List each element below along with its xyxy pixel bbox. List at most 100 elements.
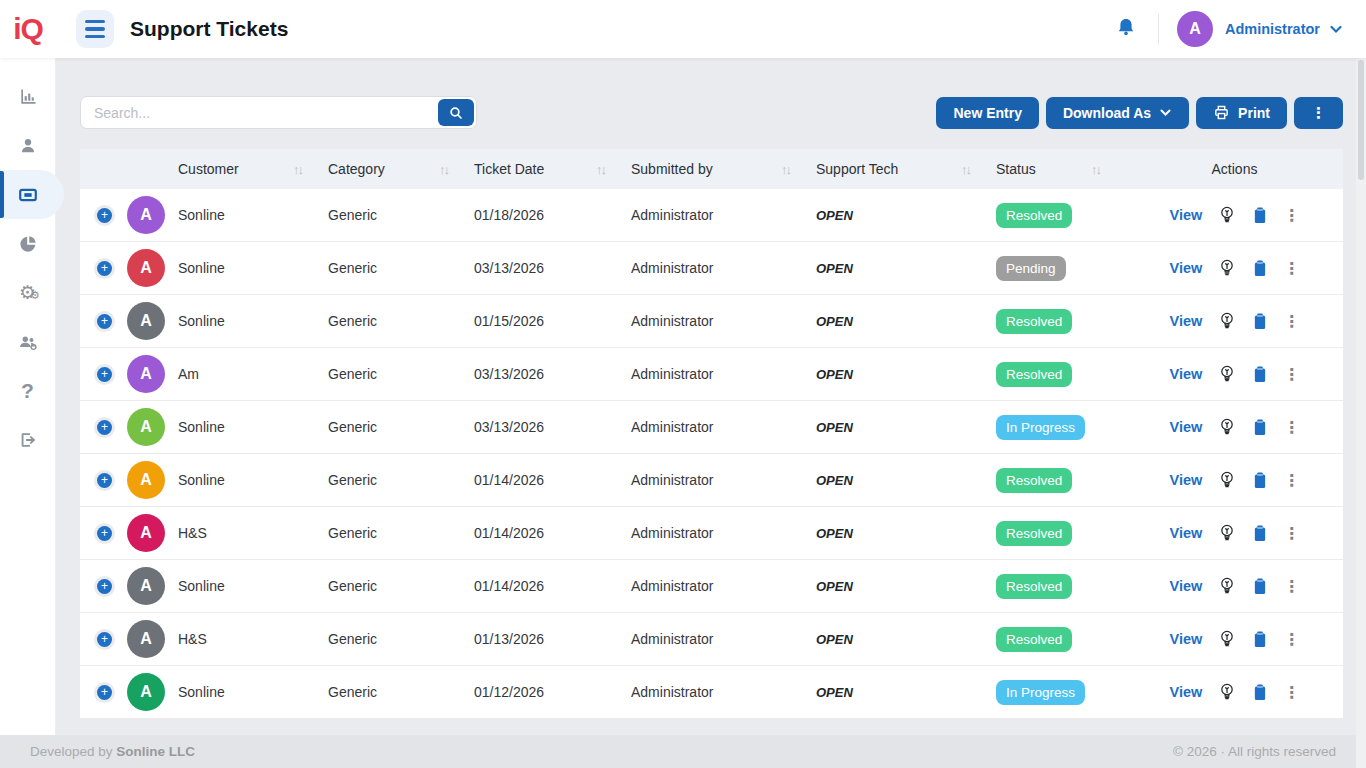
row-kebab-icon[interactable]: ⋮	[1283, 524, 1299, 543]
hamburger-menu-button[interactable]	[76, 10, 114, 48]
search-button[interactable]	[438, 99, 474, 126]
lightbulb-button[interactable]	[1217, 204, 1237, 226]
expand-row-button[interactable]: +	[97, 314, 112, 329]
developed-by-prefix: Developed by	[30, 744, 116, 759]
submitted-by-cell: Administrator	[631, 525, 816, 541]
sidebar-item-logout[interactable]	[0, 415, 55, 464]
lightbulb-button[interactable]	[1217, 681, 1237, 703]
kebab-icon: ⋮	[1311, 104, 1326, 122]
copy-button[interactable]	[1252, 577, 1268, 596]
view-link[interactable]: View	[1170, 631, 1203, 647]
sidebar-item-settings[interactable]: ⚙ ⚙	[0, 268, 55, 317]
sort-icon[interactable]: ↑↓	[961, 162, 970, 177]
developed-by: Developed by Sonline LLC	[30, 744, 195, 759]
category-cell: Generic	[328, 366, 474, 382]
expand-row-button[interactable]: +	[97, 208, 112, 223]
sidebar-item-user-management[interactable]	[0, 317, 55, 366]
sidebar-item-analytics[interactable]	[0, 72, 55, 121]
view-link[interactable]: View	[1170, 472, 1203, 488]
support-tech-cell: OPEN	[816, 208, 996, 223]
sidebar-item-support-tickets[interactable]	[0, 170, 55, 219]
expand-row-button[interactable]: +	[97, 579, 112, 594]
sort-icon[interactable]: ↑↓	[1091, 162, 1100, 177]
copy-button[interactable]	[1252, 312, 1268, 331]
view-link[interactable]: View	[1170, 419, 1203, 435]
sort-icon[interactable]: ↑↓	[439, 162, 448, 177]
row-kebab-icon[interactable]: ⋮	[1283, 259, 1299, 278]
sidebar-item-users[interactable]	[0, 121, 55, 170]
clipboard-icon	[1252, 524, 1268, 543]
view-link[interactable]: View	[1170, 525, 1203, 541]
expand-row-button[interactable]: +	[97, 420, 112, 435]
expand-row-button[interactable]: +	[97, 685, 112, 700]
column-header-ticket-date[interactable]: Ticket Date ↑↓	[474, 161, 631, 177]
row-kebab-icon[interactable]: ⋮	[1283, 577, 1299, 596]
copy-button[interactable]	[1252, 524, 1268, 543]
copy-button[interactable]	[1252, 365, 1268, 384]
expand-row-button[interactable]: +	[97, 526, 112, 541]
row-kebab-icon[interactable]: ⋮	[1283, 683, 1299, 702]
copy-button[interactable]	[1252, 683, 1268, 702]
lightbulb-button[interactable]	[1217, 310, 1237, 332]
row-kebab-icon[interactable]: ⋮	[1283, 206, 1299, 225]
search-input[interactable]	[80, 96, 477, 129]
view-link[interactable]: View	[1170, 578, 1203, 594]
row-kebab-icon[interactable]: ⋮	[1283, 630, 1299, 649]
copy-button[interactable]	[1252, 471, 1268, 490]
expand-row-button[interactable]: +	[97, 367, 112, 382]
expand-row-button[interactable]: +	[97, 632, 112, 647]
copy-button[interactable]	[1252, 418, 1268, 437]
submitted-by-cell: Administrator	[631, 472, 816, 488]
column-header-customer[interactable]: Customer ↑↓	[178, 161, 328, 177]
sort-icon[interactable]: ↑↓	[293, 162, 302, 177]
lightbulb-button[interactable]	[1217, 469, 1237, 491]
ticket-date-cell: 01/18/2026	[474, 207, 631, 223]
notifications-bell-icon[interactable]	[1108, 10, 1144, 49]
view-link[interactable]: View	[1170, 207, 1203, 223]
ticket-date-cell: 01/14/2026	[474, 578, 631, 594]
user-menu[interactable]: Administrator	[1225, 21, 1320, 37]
copy-button[interactable]	[1252, 259, 1268, 278]
row-kebab-icon[interactable]: ⋮	[1283, 312, 1299, 331]
customer-cell: Sonline	[178, 207, 328, 223]
row-kebab-icon[interactable]: ⋮	[1283, 365, 1299, 384]
new-entry-button[interactable]: New Entry	[936, 97, 1038, 129]
sidebar-item-reports[interactable]	[0, 219, 55, 268]
vertical-scrollbar[interactable]	[1356, 58, 1366, 768]
plus-icon: +	[101, 209, 108, 221]
lightbulb-button[interactable]	[1217, 363, 1237, 385]
column-header-status[interactable]: Status ↑↓	[996, 161, 1126, 177]
user-avatar[interactable]: A	[1177, 11, 1213, 47]
column-header-submitted-by[interactable]: Submitted by ↑↓	[631, 161, 816, 177]
actions-cell: View ⋮	[1126, 575, 1343, 597]
copy-button[interactable]	[1252, 630, 1268, 649]
print-button[interactable]: Print	[1196, 97, 1287, 129]
row-kebab-icon[interactable]: ⋮	[1283, 471, 1299, 490]
clipboard-icon	[1252, 365, 1268, 384]
row-kebab-icon[interactable]: ⋮	[1283, 418, 1299, 437]
view-link[interactable]: View	[1170, 313, 1203, 329]
sort-icon[interactable]: ↑↓	[781, 162, 790, 177]
view-link[interactable]: View	[1170, 366, 1203, 382]
lightbulb-button[interactable]	[1217, 522, 1237, 544]
sort-icon[interactable]: ↑↓	[596, 162, 605, 177]
lightbulb-button[interactable]	[1217, 575, 1237, 597]
chevron-down-icon[interactable]	[1328, 21, 1344, 37]
lightbulb-button[interactable]	[1217, 257, 1237, 279]
expand-row-button[interactable]: +	[97, 473, 112, 488]
download-as-button[interactable]: Download As	[1046, 97, 1189, 129]
column-header-support-tech[interactable]: Support Tech ↑↓	[816, 161, 996, 177]
status-badge: Resolved	[996, 627, 1072, 652]
column-header-category[interactable]: Category ↑↓	[328, 161, 474, 177]
copy-button[interactable]	[1252, 206, 1268, 225]
lightbulb-button[interactable]	[1217, 416, 1237, 438]
scrollbar-thumb[interactable]	[1358, 60, 1364, 180]
lightbulb-button[interactable]	[1217, 628, 1237, 650]
more-options-button[interactable]: ⋮	[1294, 97, 1343, 129]
view-link[interactable]: View	[1170, 684, 1203, 700]
expand-row-button[interactable]: +	[97, 261, 112, 276]
sidebar-item-help[interactable]: ?	[0, 366, 55, 415]
status-badge: Resolved	[996, 521, 1072, 546]
plus-icon: +	[101, 368, 108, 380]
view-link[interactable]: View	[1170, 260, 1203, 276]
